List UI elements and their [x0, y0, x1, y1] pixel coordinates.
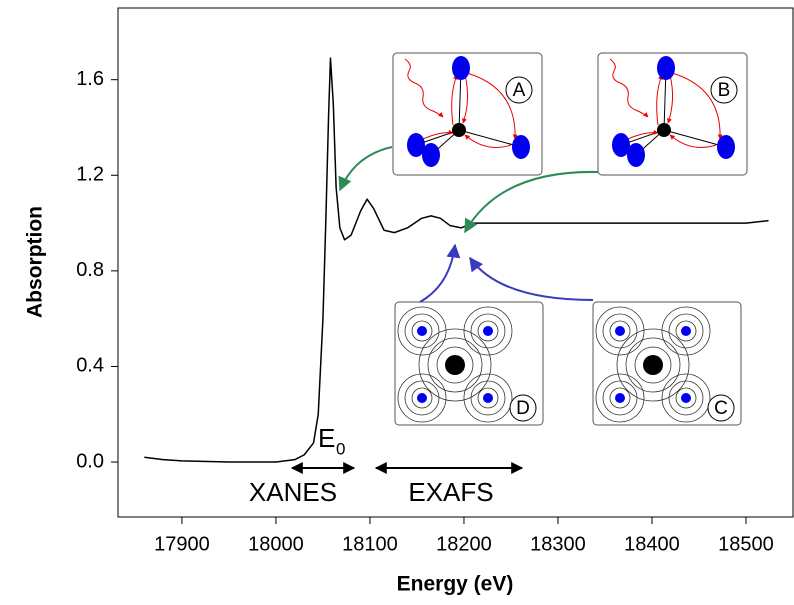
- x-tick-label: 18200: [436, 533, 492, 555]
- edge-label: E: [318, 423, 335, 453]
- inset-label: A: [513, 80, 526, 101]
- y-axis-label: Absorption: [24, 206, 47, 318]
- arrow: [470, 258, 593, 300]
- inset-label: B: [718, 80, 731, 101]
- y-tick-label: 0.0: [76, 450, 104, 472]
- exafs-label: EXAFS: [408, 477, 493, 507]
- edge-subscript: 0: [336, 439, 345, 458]
- arrow: [340, 147, 392, 190]
- x-tick-label: 18400: [624, 533, 680, 555]
- inset-a: A: [393, 53, 542, 175]
- inset-c: C: [593, 302, 741, 425]
- x-tick-label: 18300: [530, 533, 586, 555]
- inset-d: D: [395, 302, 543, 425]
- chart: Energy (eV) Absorption A B C D E 0 XANES…: [0, 0, 794, 605]
- y-tick-label: 0.8: [76, 259, 104, 281]
- x-tick-label: 18500: [718, 533, 774, 555]
- xanes-label: XANES: [249, 477, 337, 507]
- y-tick-label: 1.6: [76, 68, 104, 90]
- x-tick-label: 17900: [154, 533, 210, 555]
- x-tick-label: 18100: [342, 533, 398, 555]
- y-tick-label: 0.4: [76, 355, 104, 377]
- x-axis-label: Energy (eV): [397, 573, 514, 596]
- inset-b: B: [598, 53, 747, 175]
- y-tick-label: 1.2: [76, 164, 104, 186]
- x-tick-label: 18000: [248, 533, 304, 555]
- inset-label: D: [516, 398, 530, 419]
- arrow: [420, 245, 455, 302]
- inset-label: C: [714, 398, 728, 419]
